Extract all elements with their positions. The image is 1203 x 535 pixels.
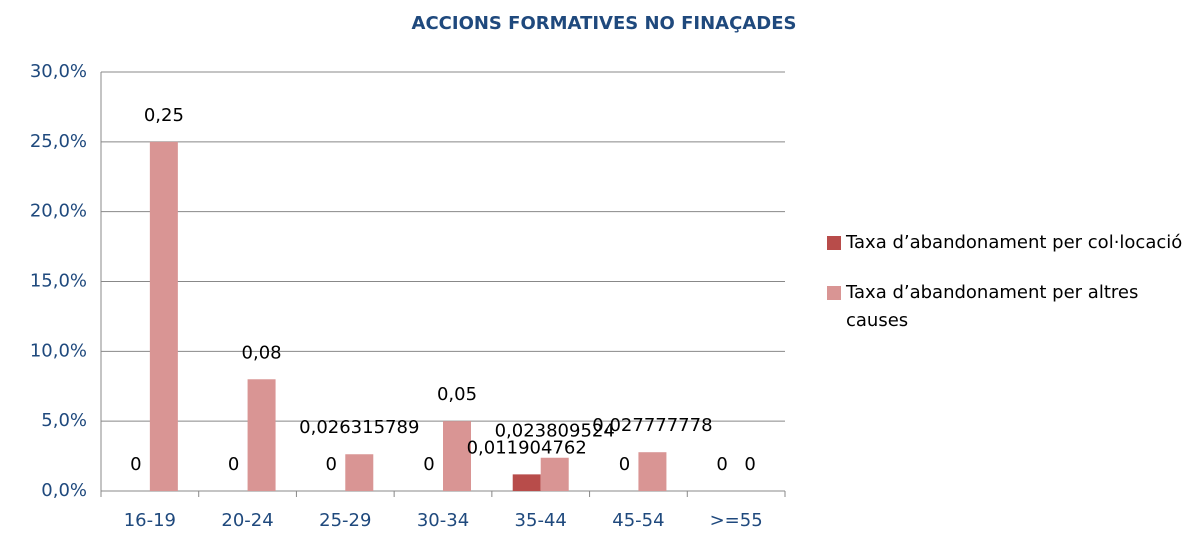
- legend-item: Taxa d’abandonament per col·locació: [827, 229, 1197, 257]
- x-tick-label: >=55: [710, 510, 763, 531]
- bar: [443, 421, 471, 491]
- legend-item: Taxa d’abandonament per altres causes: [827, 279, 1197, 335]
- value-label: 0: [423, 454, 434, 475]
- bar: [345, 454, 374, 491]
- bar: [540, 457, 569, 491]
- value-label: 0,25: [144, 105, 184, 126]
- legend-label: Taxa d’abandonament per col·locació: [846, 232, 1183, 253]
- bar: [247, 379, 276, 491]
- x-tick-label: 30-34: [417, 510, 469, 531]
- x-tick-label: 45-54: [612, 510, 664, 531]
- value-label: 0: [130, 454, 141, 475]
- legend-swatch: [827, 236, 841, 250]
- y-tick-label: 30,0%: [30, 61, 87, 82]
- bar: [512, 474, 541, 491]
- x-tick-label: 35-44: [515, 510, 567, 531]
- value-label: 0,011904762: [467, 437, 587, 458]
- value-label: 0,023809524: [495, 421, 615, 442]
- value-label: 0: [716, 454, 727, 475]
- chart-title: ACCIONS FORMATIVES NO FINAÇADES: [412, 13, 797, 34]
- value-label: 0: [326, 454, 337, 475]
- bar: [149, 141, 178, 492]
- legend-swatch: [827, 286, 841, 300]
- y-tick-label: 15,0%: [30, 271, 87, 292]
- x-tick-label: 16-19: [124, 510, 176, 531]
- y-tick-label: 10,0%: [30, 340, 87, 361]
- value-label: 0: [744, 454, 755, 475]
- x-tick-label: 25-29: [319, 510, 371, 531]
- y-tick-label: 25,0%: [30, 131, 87, 152]
- value-label: 0,026315789: [299, 417, 419, 438]
- value-label: 0: [228, 454, 239, 475]
- legend-label: Taxa d’abandonament per altres causes: [846, 282, 1139, 331]
- value-label: 0: [619, 454, 630, 475]
- value-label: 0,08: [242, 342, 282, 363]
- y-tick-label: 0,0%: [41, 480, 87, 501]
- legend: Taxa d’abandonament per col·locació Taxa …: [827, 229, 1197, 357]
- x-tick-label: 20-24: [221, 510, 273, 531]
- bar: [638, 452, 667, 491]
- y-tick-label: 5,0%: [41, 410, 87, 431]
- value-label: 0,027777778: [592, 415, 712, 436]
- y-tick-label: 20,0%: [30, 201, 87, 222]
- value-label: 0,05: [437, 384, 477, 405]
